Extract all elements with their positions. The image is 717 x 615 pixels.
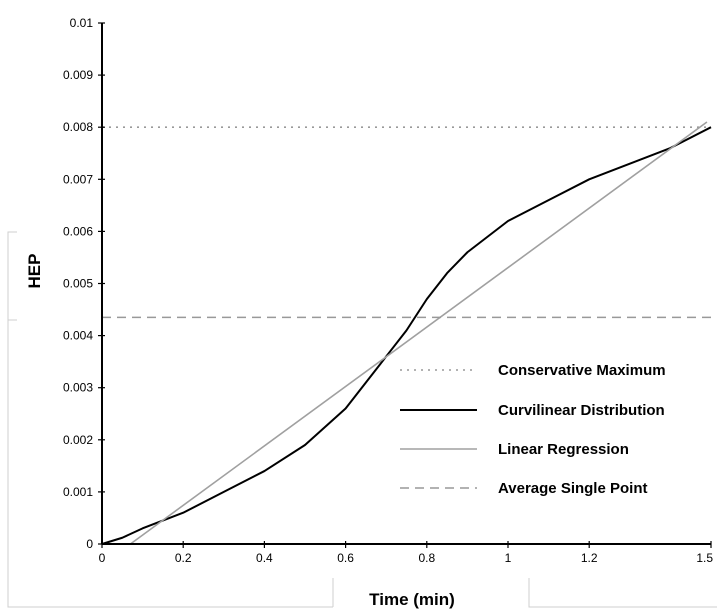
y-tick-label: 0.008	[63, 120, 93, 134]
y-tick-label: 0.001	[63, 485, 93, 499]
x-tick-label: 0.8	[418, 551, 435, 565]
x-tick-label: 0.4	[256, 551, 273, 565]
y-tick-label: 0	[86, 537, 93, 551]
y-tick-label: 0.003	[63, 381, 93, 395]
legend-label-4: Average Single Point	[498, 480, 647, 497]
legend-label-1: Conservative Maximum	[498, 362, 666, 379]
x-tick-label: 0	[99, 551, 106, 565]
axes-layer	[98, 22, 712, 548]
series-line-3	[129, 121, 708, 545]
tick-labels: 0 0.001 0.002 0.003 0.004 0.005 0.006 0.007 0.00…	[63, 16, 713, 565]
y-tick-label: 0.01	[70, 16, 94, 30]
series-layer	[101, 121, 712, 545]
y-tick-label: 0.009	[63, 68, 93, 82]
frame-decoration	[7, 231, 717, 608]
y-tick-label: 0.002	[63, 433, 93, 447]
series-line-2	[101, 126, 712, 545]
y-tick-label: 0.007	[63, 172, 93, 186]
y-tick-label: 0.004	[63, 329, 93, 343]
x-axis-title: Time (min)	[369, 590, 455, 609]
x-tick-label: 1	[505, 551, 512, 565]
x-tick-label: 0.2	[175, 551, 192, 565]
plot-area	[98, 22, 712, 548]
y-tick-label: 0.006	[63, 224, 93, 238]
x-tick-label: 1.2	[581, 551, 598, 565]
y-tick-label: 0.005	[63, 277, 93, 291]
x-tick-label: 0.6	[337, 551, 354, 565]
x-tick-label: 1.5	[696, 551, 713, 565]
legend-label-2: Curvilinear Distribution	[498, 402, 665, 419]
legend-label-3: Linear Regression	[498, 441, 629, 458]
y-axis-title: HEP	[25, 254, 44, 289]
legend: Conservative Maximum Curvilinear Distribu…	[400, 362, 666, 497]
